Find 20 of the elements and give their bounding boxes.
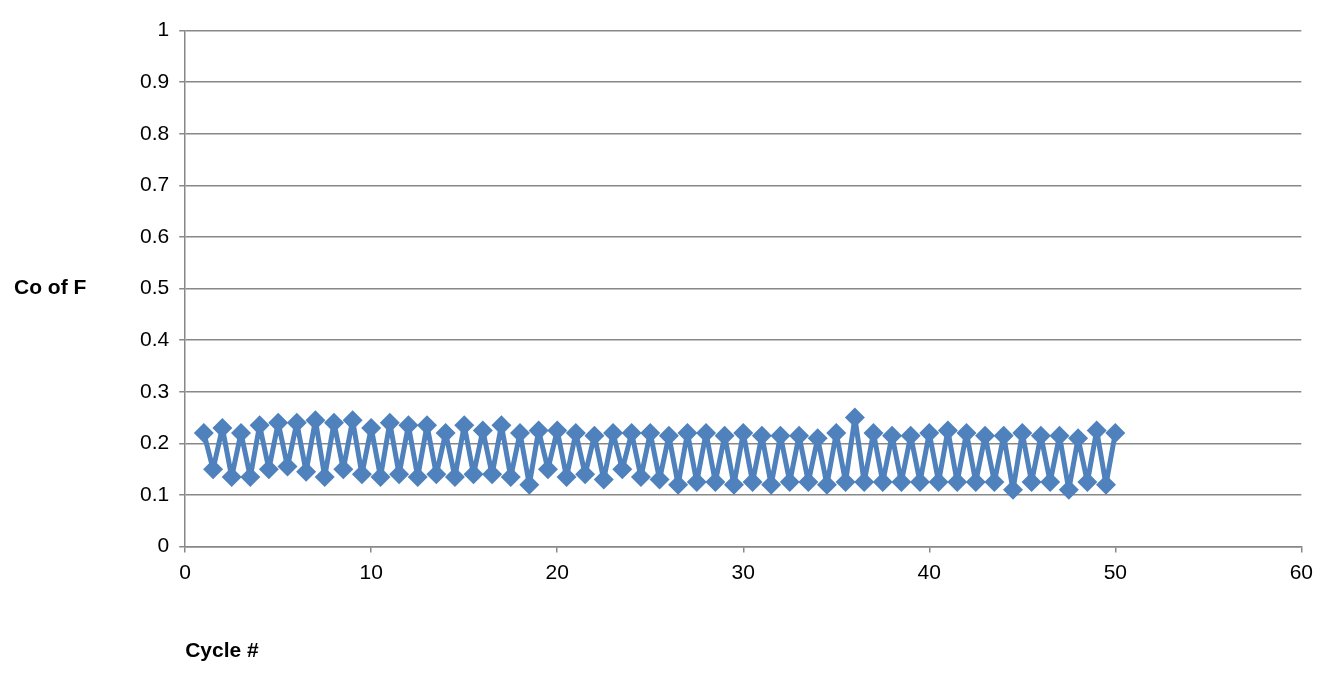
y-tick-label: 0.6: [139, 223, 170, 247]
y-tick-label: 0.7: [139, 172, 170, 196]
x-tick-label: 30: [731, 560, 755, 583]
y-tick-label: 0.3: [139, 378, 170, 402]
x-tick-label: 50: [1103, 560, 1127, 583]
y-tick-label: 0.2: [139, 430, 170, 454]
x-tick-label: 20: [545, 560, 569, 583]
x-tick-label: 40: [917, 560, 941, 583]
x-axis-title: Cycle #: [185, 638, 260, 662]
y-tick-label: 0.4: [139, 327, 170, 350]
y-tick-label: 1: [157, 17, 170, 41]
y-tick-label: 0.5: [139, 275, 170, 299]
x-tick-label: 60: [1289, 560, 1313, 583]
x-tick-label: 10: [359, 560, 383, 583]
y-tick-label: 0.1: [139, 481, 170, 505]
y-tick-label: 0.9: [139, 69, 170, 92]
y-tick-label: 0: [157, 533, 170, 557]
x-tick-label: 0: [179, 560, 192, 583]
y-axis-title: Co of F: [14, 275, 87, 299]
y-tick-label: 0.8: [139, 120, 170, 144]
